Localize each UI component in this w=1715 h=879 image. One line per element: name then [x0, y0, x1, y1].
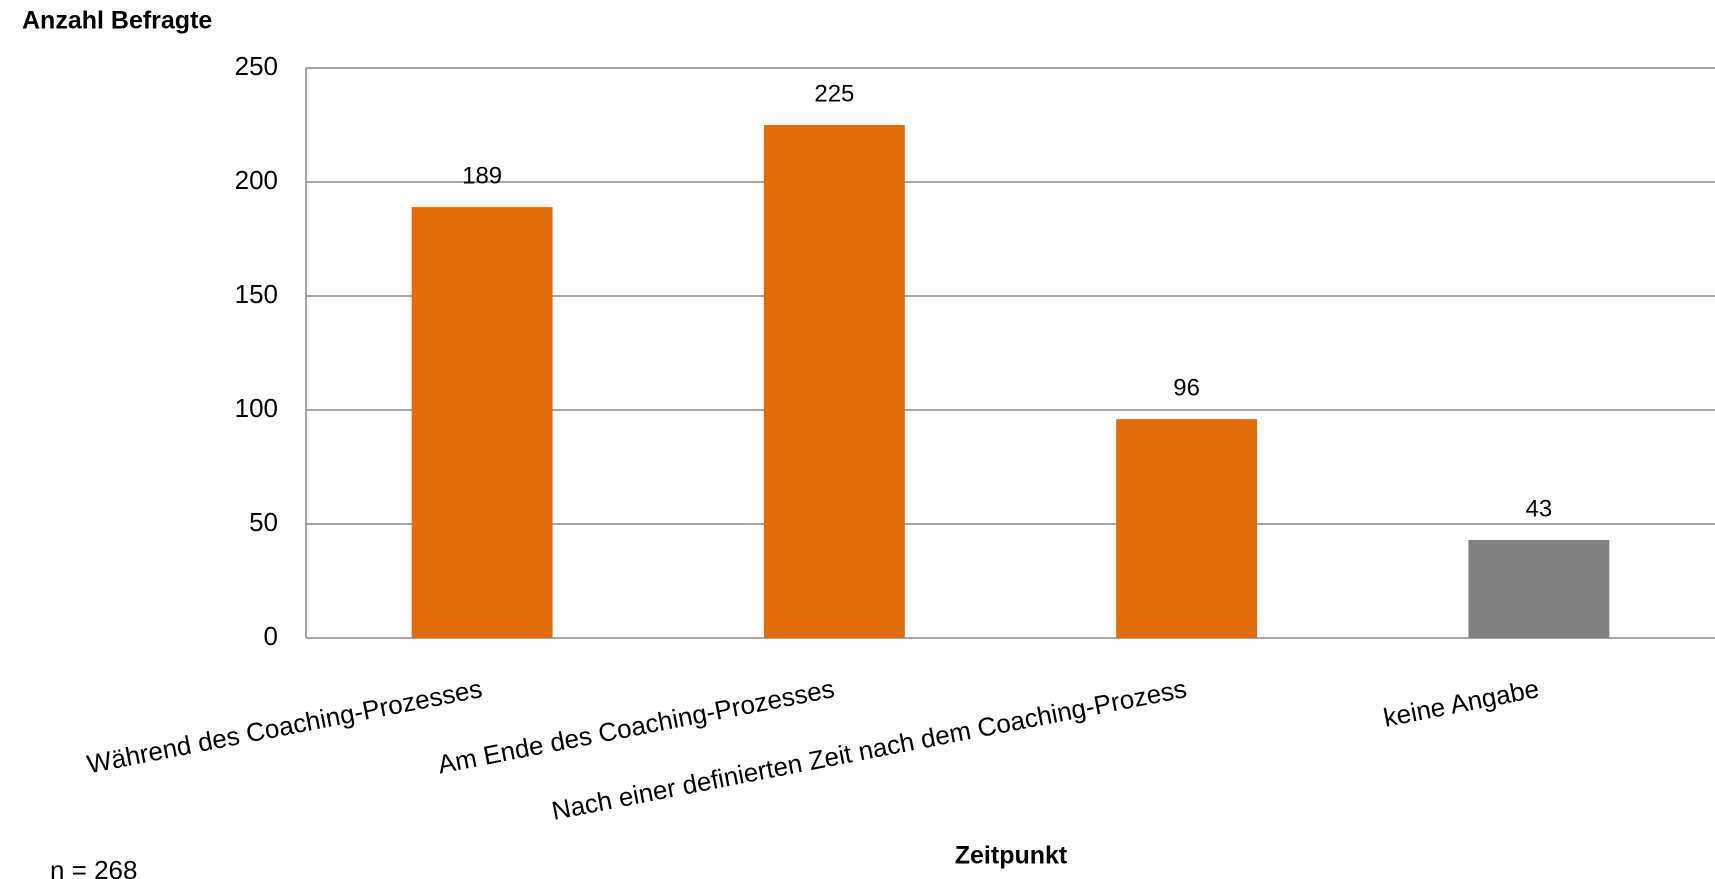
note: n = 268	[50, 855, 137, 879]
x-axis-title: Zeitpunkt	[955, 842, 1068, 870]
bar	[1116, 419, 1258, 638]
y-tick-label: 200	[235, 165, 278, 195]
y-axis-title: Anzahl Befragte	[22, 7, 212, 35]
value-label: 189	[462, 162, 502, 189]
value-label: 96	[1173, 374, 1200, 401]
bar	[1468, 539, 1610, 638]
y-tick-label: 0	[264, 621, 278, 651]
x-tick-label: keine Angabe	[1381, 673, 1541, 733]
value-label: 43	[1526, 495, 1553, 522]
y-tick-label: 100	[235, 393, 278, 423]
bar	[411, 207, 553, 638]
x-tick-label: Während des Coaching-Prozesses	[84, 673, 484, 779]
y-tick-label: 250	[235, 51, 278, 81]
x-tick-label: Nach einer definierten Zeit nach dem Coa…	[549, 673, 1189, 826]
bar	[763, 125, 905, 638]
y-tick-label: 150	[235, 279, 278, 309]
y-tick-label: 50	[249, 507, 278, 537]
value-label: 225	[814, 80, 854, 107]
